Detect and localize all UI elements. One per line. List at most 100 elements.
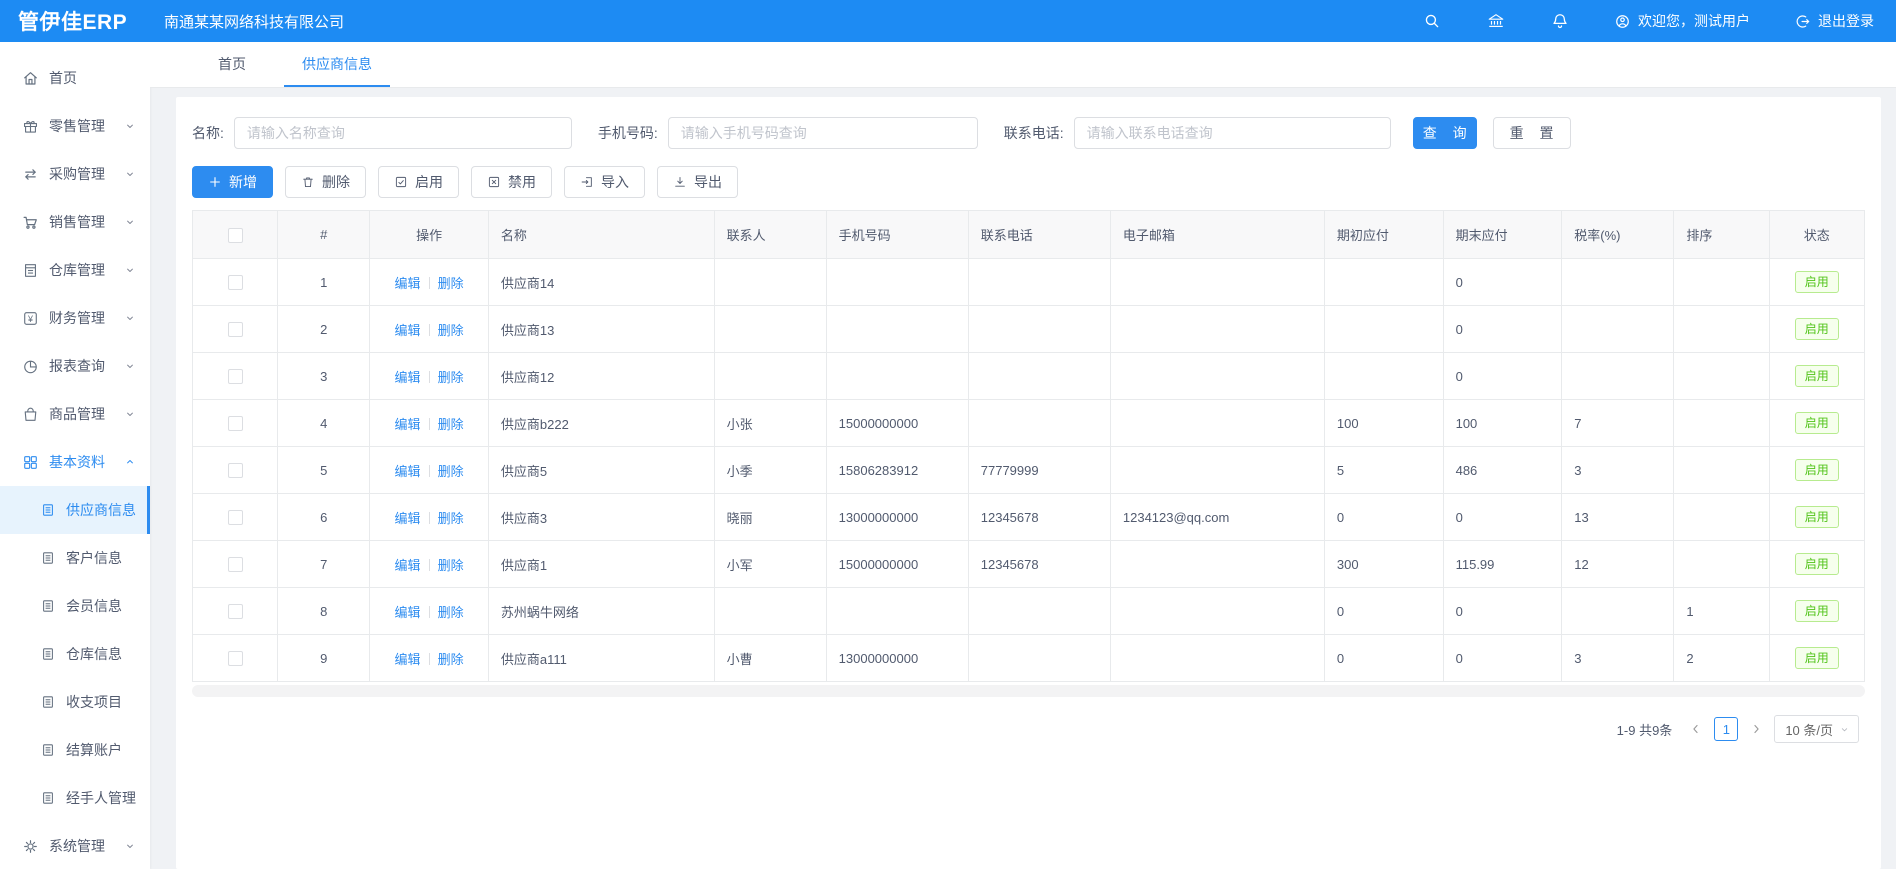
sidebar-item-purchase[interactable]: 采购管理 [0, 150, 150, 198]
name-search-input[interactable] [233, 117, 572, 149]
page-size-value: 10 条/页 [1785, 722, 1833, 738]
edit-link[interactable]: 编辑 [394, 604, 421, 620]
sidebar-item-supplier-info[interactable]: 供应商信息 [0, 486, 150, 534]
row-checkbox[interactable] [227, 416, 243, 432]
add-button[interactable]: 新增 [192, 166, 273, 198]
select-all-checkbox[interactable] [227, 227, 243, 243]
enable-button[interactable]: 启用 [378, 166, 459, 198]
search-icon[interactable] [1423, 12, 1441, 30]
tab-supplier-info[interactable]: 供应商信息 [284, 42, 390, 87]
page-number-button[interactable]: 1 [1714, 717, 1739, 741]
delete-link[interactable]: 删除 [437, 416, 464, 432]
toolbar-button-label: 导入 [601, 174, 629, 190]
sidebar-item-home[interactable]: 首页 [0, 54, 150, 102]
cell-contact [713, 352, 827, 400]
cell-sort [1673, 352, 1770, 400]
delete-link[interactable]: 删除 [437, 510, 464, 526]
phone-search-input[interactable] [1073, 117, 1391, 149]
edit-link[interactable]: 编辑 [394, 463, 421, 479]
mobile-search-input[interactable] [667, 117, 978, 149]
home-icon [24, 71, 37, 85]
document-icon [43, 744, 53, 756]
edit-link[interactable]: 编辑 [394, 322, 421, 338]
cell-phone [967, 587, 1111, 635]
pagination: 1-9 共9条 1 10 条/页 [192, 715, 1865, 743]
col-name: 名称 [487, 210, 715, 259]
row-checkbox[interactable] [227, 463, 243, 479]
tab-home[interactable]: 首页 [200, 42, 264, 87]
sidebar-item-report[interactable]: 报表查询 [0, 342, 150, 390]
finance-icon [24, 311, 37, 325]
delete-link[interactable]: 删除 [437, 651, 464, 667]
user-menu[interactable]: 欢迎您，测试用户 [1614, 11, 1750, 31]
sidebar-subitem-label: 仓库信息 [66, 646, 122, 662]
sidebar-item-label: 仓库管理 [49, 262, 105, 278]
document-icon [43, 552, 53, 564]
reset-button[interactable]: 重 置 [1492, 117, 1571, 149]
cell-contact [713, 258, 827, 306]
sidebar-item-basic[interactable]: 基本资料 [0, 438, 150, 486]
row-checkbox[interactable] [227, 651, 243, 667]
bank-icon[interactable] [1487, 12, 1505, 30]
cell-contact [713, 305, 827, 353]
sidebar-item-income-expense[interactable]: 收支项目 [0, 678, 150, 726]
edit-link[interactable]: 编辑 [394, 416, 421, 432]
notification-bell-icon[interactable] [1551, 12, 1569, 30]
sidebar-item-handler-mgmt[interactable]: 经手人管理 [0, 774, 150, 822]
chevron-down-icon [1841, 727, 1848, 731]
row-checkbox[interactable] [227, 510, 243, 526]
col-contact: 联系人 [713, 210, 827, 259]
sidebar-item-warehouse-info[interactable]: 仓库信息 [0, 630, 150, 678]
row-checkbox[interactable] [227, 322, 243, 338]
cell-closing-payable: 0 [1442, 352, 1563, 400]
phone-label: 联系电话: [1003, 125, 1064, 141]
sidebar-item-member-info[interactable]: 会员信息 [0, 582, 150, 630]
sidebar-item-warehouse[interactable]: 仓库管理 [0, 246, 150, 294]
edit-link[interactable]: 编辑 [394, 557, 421, 573]
edit-link[interactable]: 编辑 [394, 275, 421, 291]
cell-opening-payable [1323, 305, 1444, 353]
row-checkbox[interactable] [227, 369, 243, 385]
prev-page-button[interactable] [1686, 719, 1706, 739]
sidebar-item-sales[interactable]: 销售管理 [0, 198, 150, 246]
sidebar-item-settle-account[interactable]: 结算账户 [0, 726, 150, 774]
sidebar-item-finance[interactable]: 财务管理 [0, 294, 150, 342]
export-button[interactable]: 导出 [657, 166, 738, 198]
disable-button[interactable]: 禁用 [471, 166, 552, 198]
row-checkbox[interactable] [227, 557, 243, 573]
cell-operations: 编辑 删除 [369, 399, 489, 447]
cell-index: 1 [277, 258, 371, 306]
sidebar-item-retail[interactable]: 零售管理 [0, 102, 150, 150]
row-checkbox[interactable] [227, 275, 243, 291]
sidebar-item-label: 销售管理 [49, 214, 105, 230]
delete-link[interactable]: 删除 [437, 463, 464, 479]
sidebar-item-label: 首页 [49, 70, 77, 86]
delete-link[interactable]: 删除 [437, 369, 464, 385]
sidebar-subitem-label: 结算账户 [66, 742, 122, 758]
sidebar-item-customer-info[interactable]: 客户信息 [0, 534, 150, 582]
row-checkbox[interactable] [227, 604, 243, 620]
delete-button[interactable]: 删除 [285, 166, 366, 198]
search-form: 名称: 手机号码: 联系电话: 查 询 重 置 [192, 117, 1865, 149]
delete-link[interactable]: 删除 [437, 322, 464, 338]
delete-link[interactable]: 删除 [437, 604, 464, 620]
toolbar-button-label: 删除 [322, 174, 350, 190]
sidebar-item-system[interactable]: 系统管理 [0, 822, 150, 869]
delete-link[interactable]: 删除 [437, 275, 464, 291]
delete-link[interactable]: 删除 [437, 557, 464, 573]
table-row: 1 编辑 删除 供应商14 0 [191, 258, 1866, 306]
logout-button[interactable]: 退出登录 [1794, 11, 1874, 31]
logout-label: 退出登录 [1818, 13, 1874, 29]
query-button[interactable]: 查 询 [1412, 117, 1477, 149]
sales-icon [23, 216, 37, 229]
next-page-button[interactable] [1746, 719, 1766, 739]
edit-link[interactable]: 编辑 [394, 651, 421, 667]
sidebar-item-goods[interactable]: 商品管理 [0, 390, 150, 438]
import-button[interactable]: 导入 [564, 166, 645, 198]
cell-tax-rate: 12 [1561, 540, 1675, 588]
cell-index: 5 [277, 446, 371, 494]
edit-link[interactable]: 编辑 [394, 369, 421, 385]
table-horizontal-scrollbar[interactable] [192, 685, 1865, 697]
page-size-select[interactable]: 10 条/页 [1774, 715, 1859, 743]
edit-link[interactable]: 编辑 [394, 510, 421, 526]
